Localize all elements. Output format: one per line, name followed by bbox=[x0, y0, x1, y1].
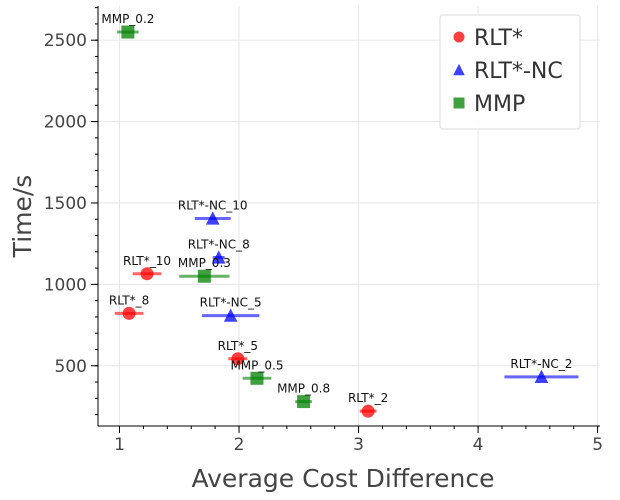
tick-labels: 1 2 3 4 5 500 1000 1500 2000 2500 bbox=[44, 31, 603, 455]
y-tick-label: 500 bbox=[55, 357, 87, 377]
y-tick-label: 2000 bbox=[44, 113, 87, 133]
x-axis-title: Average Cost Difference bbox=[191, 464, 494, 493]
point-label: RLT*_2 bbox=[348, 391, 388, 405]
y-tick-label: 1500 bbox=[44, 194, 87, 214]
point-label: MMP_0.5 bbox=[230, 358, 283, 372]
point-marker bbox=[231, 352, 245, 366]
point-marker bbox=[197, 269, 211, 283]
x-tick-label: 3 bbox=[353, 435, 364, 455]
point-marker bbox=[361, 404, 375, 418]
point-label: RLT*_8 bbox=[109, 293, 149, 307]
y-tick-label: 2500 bbox=[44, 31, 87, 51]
legend-box bbox=[439, 14, 581, 130]
data-points bbox=[121, 25, 549, 418]
point-labels: RLT*_10 RLT*_8 RLT*_5 RLT*_2 RLT*-NC_10 RLT*-… bbox=[101, 12, 572, 405]
axes bbox=[91, 6, 600, 433]
point-label: RLT*-NC_10 bbox=[178, 198, 248, 212]
point-marker bbox=[122, 306, 136, 320]
y-tick-label: 1000 bbox=[44, 275, 87, 295]
point-label: RLT*-NC_8 bbox=[188, 238, 250, 252]
point-label: RLT*_10 bbox=[123, 254, 171, 268]
point-marker bbox=[205, 211, 220, 225]
point-marker bbox=[534, 369, 549, 384]
legend-marker bbox=[453, 97, 465, 109]
x-tick-label: 1 bbox=[114, 435, 125, 455]
point-marker bbox=[223, 308, 238, 322]
x-tick-label: 5 bbox=[592, 435, 603, 455]
legend-label: RLT*-NC bbox=[474, 59, 563, 84]
point-label: MMP_0.2 bbox=[101, 12, 154, 26]
point-marker bbox=[140, 267, 154, 281]
legend-marker bbox=[453, 31, 465, 43]
legend-marker bbox=[453, 63, 465, 76]
point-marker bbox=[297, 395, 311, 409]
legend: RLT* RLT*-NC MMP bbox=[439, 14, 581, 130]
legend-label: RLT* bbox=[474, 26, 523, 51]
legend-label: MMP bbox=[474, 92, 525, 117]
point-label: RLT*-NC_5 bbox=[200, 296, 262, 310]
point-label: MMP_0.8 bbox=[277, 382, 330, 396]
x-tick-label: 4 bbox=[473, 435, 484, 455]
point-marker bbox=[211, 250, 226, 264]
y-axis-title: Time/s bbox=[8, 175, 37, 259]
point-label: RLT*-NC_2 bbox=[510, 357, 572, 371]
x-tick-label: 2 bbox=[234, 435, 245, 455]
point-label: MMP_0.3 bbox=[178, 256, 231, 270]
point-marker bbox=[250, 371, 264, 385]
point-label: RLT*_5 bbox=[218, 339, 258, 353]
point-marker bbox=[121, 25, 135, 39]
